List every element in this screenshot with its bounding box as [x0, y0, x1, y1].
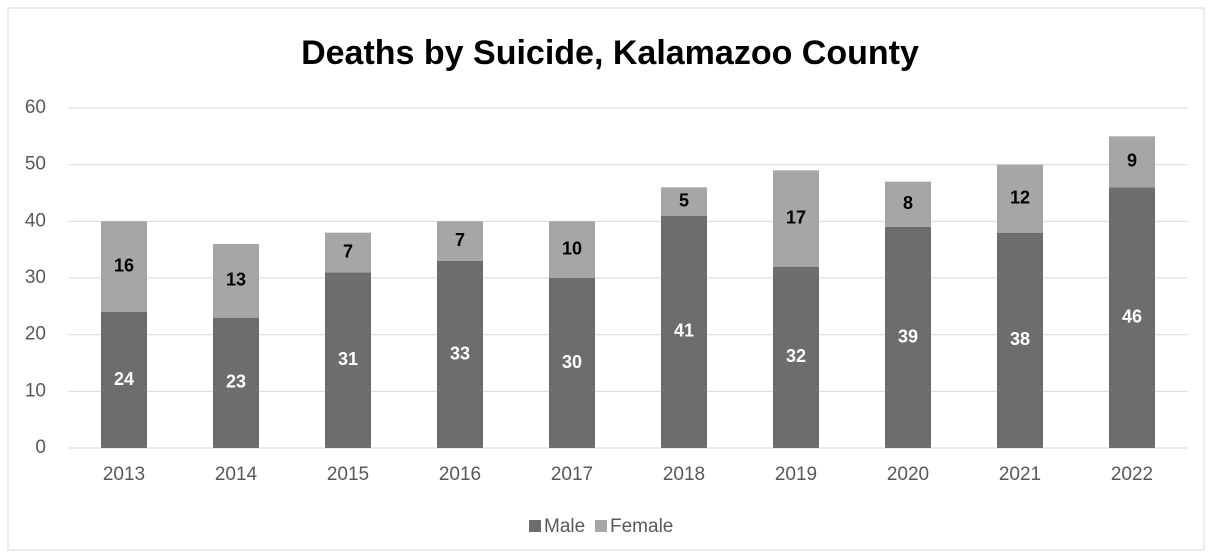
x-tick-label: 2019: [775, 464, 817, 485]
x-tick-label: 2015: [327, 464, 369, 485]
data-label: 8: [903, 193, 913, 213]
data-label: 13: [226, 270, 246, 290]
data-label: 7: [455, 230, 465, 250]
data-label: 46: [1122, 306, 1142, 326]
bar-segment: [213, 317, 259, 448]
x-tick-label: 2021: [999, 464, 1041, 485]
data-label: 7: [343, 241, 353, 261]
data-label: 9: [1127, 151, 1137, 171]
legend-swatch: [595, 520, 607, 532]
x-tick-label: 2022: [1111, 464, 1153, 485]
data-label: 41: [674, 321, 694, 341]
data-label: 24: [114, 369, 134, 389]
x-tick-label: 2014: [215, 464, 258, 485]
data-label: 10: [562, 238, 582, 258]
y-tick-label: 40: [25, 210, 46, 231]
y-tick-label: 30: [25, 267, 46, 288]
y-tick-label: 10: [25, 380, 46, 401]
data-label: 23: [226, 372, 246, 392]
bar-segment: [773, 266, 819, 448]
bar-segment: [437, 261, 483, 448]
data-label: 12: [1010, 187, 1030, 207]
y-tick-label: 50: [25, 154, 46, 175]
data-label: 17: [786, 207, 806, 227]
bar-segment: [213, 244, 259, 318]
y-tick-label: 0: [35, 437, 46, 458]
bar-segment: [997, 232, 1043, 448]
data-label: 39: [898, 326, 918, 346]
bar-segment: [1109, 187, 1155, 449]
bar-segment: [101, 312, 147, 448]
bar-segment: [101, 221, 147, 312]
legend-swatch: [529, 520, 541, 532]
data-label: 31: [338, 349, 358, 369]
x-tick-label: 2017: [551, 464, 593, 485]
data-label: 38: [1010, 329, 1030, 349]
bar-segment: [549, 221, 595, 278]
bar-segment: [661, 187, 707, 216]
x-tick-label: 2016: [439, 464, 481, 485]
data-label: 5: [679, 190, 689, 210]
bar-segment: [1109, 136, 1155, 188]
bar-segment: [437, 221, 483, 261]
data-label: 30: [562, 352, 582, 372]
y-tick-label: 20: [25, 324, 46, 345]
bar-segment: [885, 227, 931, 448]
data-label: 16: [114, 255, 134, 275]
bar-segment: [325, 272, 371, 448]
legend-label: Female: [610, 516, 673, 537]
x-tick-label: 2018: [663, 464, 705, 485]
bar-segment: [325, 232, 371, 273]
x-tick-label: 2020: [887, 464, 929, 485]
x-tick-label: 2013: [103, 464, 145, 485]
bar-segment: [773, 170, 819, 267]
legend-label: Male: [544, 516, 585, 537]
data-label: 33: [450, 343, 470, 363]
bar-segment: [997, 164, 1043, 233]
chart-title: Deaths by Suicide, Kalamazoo County: [301, 34, 919, 72]
bar-segment: [885, 181, 931, 227]
bar-segment: [549, 278, 595, 448]
bar-segment: [661, 215, 707, 448]
data-label: 32: [786, 346, 806, 366]
y-tick-label: 60: [25, 97, 46, 118]
